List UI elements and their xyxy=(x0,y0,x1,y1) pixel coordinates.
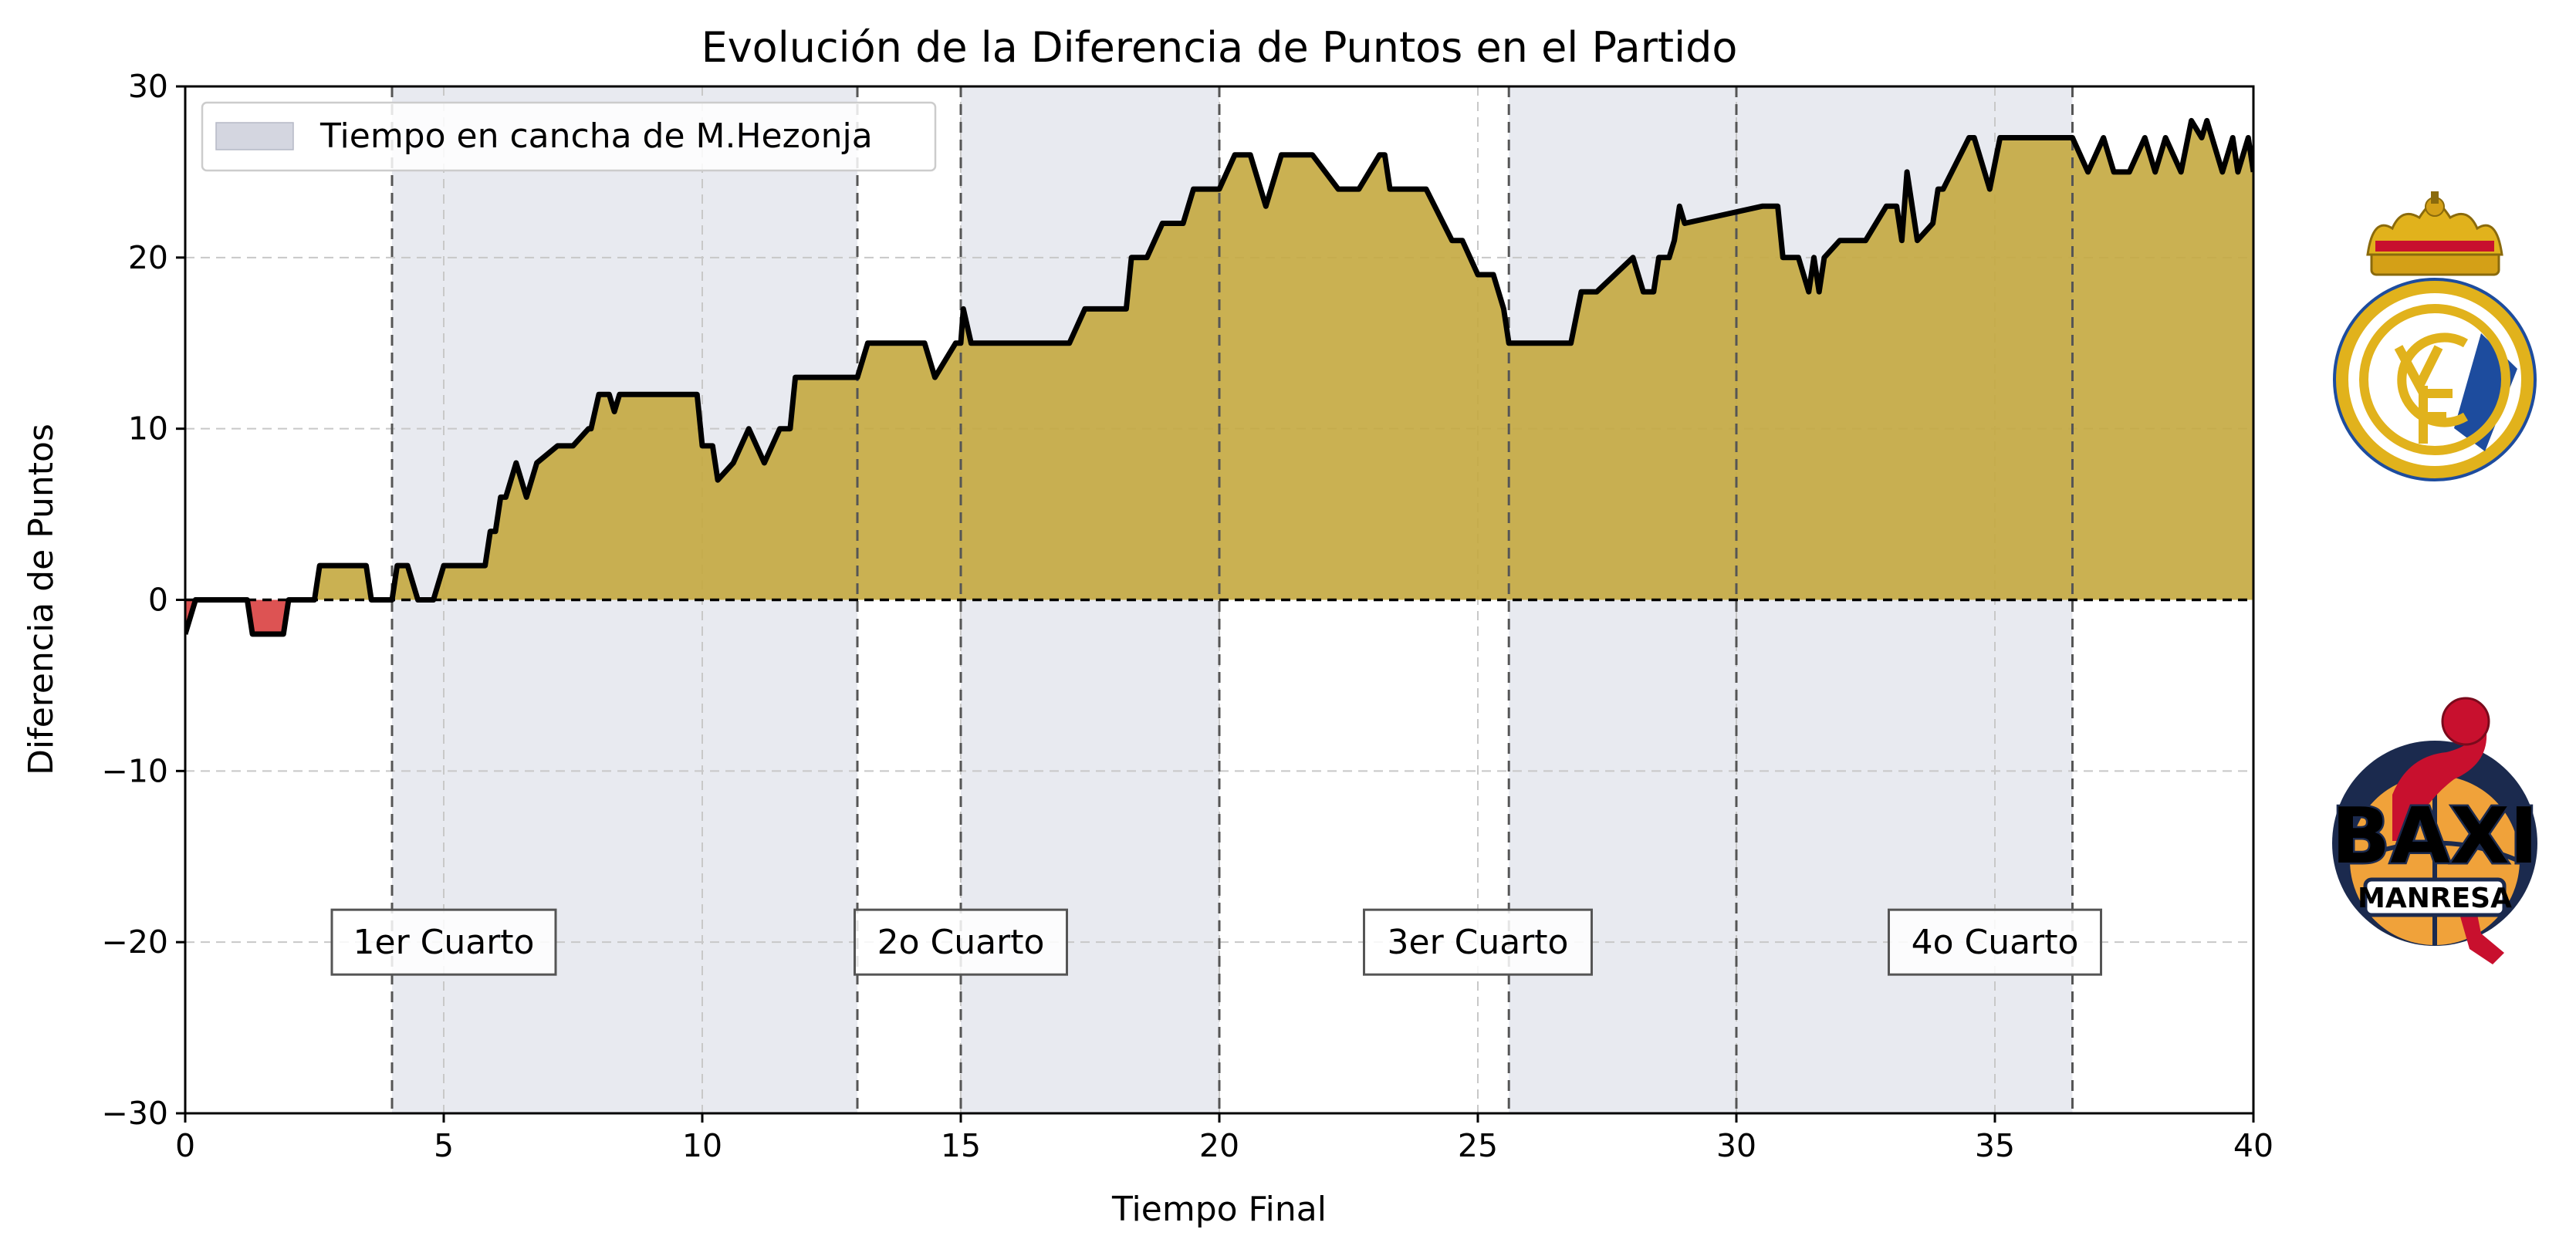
crown-icon xyxy=(2366,191,2503,276)
quarter-label-box xyxy=(1888,908,2102,976)
chart-title: Evolución de la Diferencia de Puntos en … xyxy=(701,23,1738,72)
quarter-label: 4o Cuarto xyxy=(1912,923,2079,962)
y-tick-label: 20 xyxy=(128,239,168,276)
legend-swatch xyxy=(215,122,294,150)
y-tick-label: −20 xyxy=(101,924,168,961)
legend-box xyxy=(201,101,937,172)
x-tick-label: 0 xyxy=(175,1127,195,1164)
quarter-label: 3er Cuarto xyxy=(1388,923,1569,962)
x-tick-label: 5 xyxy=(434,1127,454,1164)
legend: Tiempo en cancha de M.Hezonja xyxy=(201,101,937,172)
x-tick-label: 30 xyxy=(1716,1127,1756,1164)
manresa-logo-text: MANRESA xyxy=(2358,883,2512,914)
y-tick-label: −30 xyxy=(101,1095,168,1132)
y-tick-label: 10 xyxy=(128,410,168,447)
axis-ticks: 0 5 10 15 20 25 30 35 40 −30 −20 −10 0 10 20 30 xyxy=(101,68,2273,1164)
baxi-manresa-logo: BAXI MANRESA xyxy=(2323,697,2547,964)
real-madrid-logo xyxy=(2333,191,2537,481)
crest-icon xyxy=(2333,278,2537,481)
x-tick-label: 10 xyxy=(682,1127,722,1164)
y-tick-label: −10 xyxy=(101,752,168,789)
quarter-labels: 1er Cuarto 2o Cuarto 3er Cuarto 4o Cuarto xyxy=(330,908,2102,976)
x-tick-label: 25 xyxy=(1458,1127,1498,1164)
y-tick-label: 30 xyxy=(128,68,168,105)
quarter-label-box xyxy=(1363,908,1593,976)
x-tick-label: 15 xyxy=(941,1127,981,1164)
quarter-label: 1er Cuarto xyxy=(353,923,535,962)
y-axis-label: Diferencia de Puntos xyxy=(22,424,61,775)
y-tick-label: 0 xyxy=(148,582,168,619)
quarter-label-box xyxy=(854,908,1068,976)
x-tick-label: 40 xyxy=(2233,1127,2273,1164)
x-tick-label: 35 xyxy=(1975,1127,2015,1164)
series-line xyxy=(185,117,2253,637)
quarter-label-box xyxy=(330,908,557,976)
quarter-label: 2o Cuarto xyxy=(877,923,1045,962)
legend-label: Tiempo en cancha de M.Hezonja xyxy=(319,116,873,156)
basketball-badge-icon: BAXI MANRESA xyxy=(2323,697,2547,964)
baxi-logo-text: BAXI xyxy=(2331,791,2538,881)
x-tick-label: 20 xyxy=(1199,1127,1239,1164)
x-axis-label: Tiempo Final xyxy=(1111,1190,1327,1229)
